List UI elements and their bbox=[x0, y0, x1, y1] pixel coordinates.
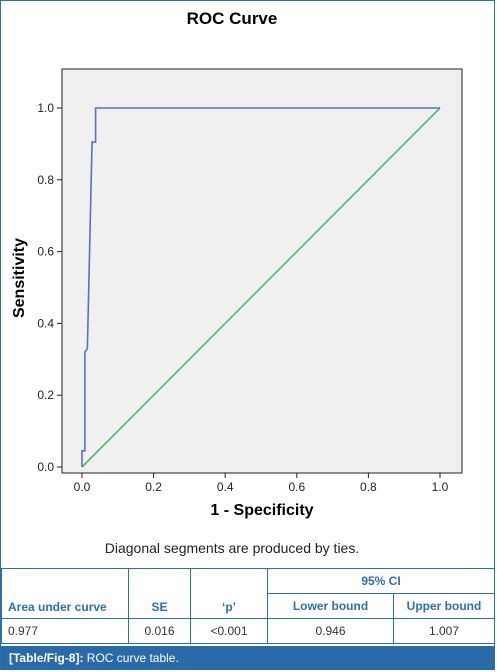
reference-diagonal-line bbox=[81, 107, 441, 468]
y-tick-label: 0.4 bbox=[37, 316, 54, 330]
table-group-header-row: Area under curve SE ‘p’ 95% CI bbox=[1, 568, 496, 619]
x-axis-label: 1 - Specificity bbox=[210, 502, 313, 519]
header-p: ‘p’ bbox=[190, 568, 268, 619]
x-tick-label: 0.6 bbox=[288, 480, 305, 494]
series-layer bbox=[81, 107, 441, 468]
roc-curve-line bbox=[81, 107, 440, 467]
y-axis-label: Sensitivity bbox=[11, 238, 28, 318]
cell-upper-bound: 1.007 bbox=[392, 618, 496, 644]
x-tick-label: 0.2 bbox=[145, 480, 162, 494]
cell-auc: 0.977 bbox=[1, 618, 129, 644]
x-tick-label: 0.0 bbox=[74, 480, 91, 494]
x-tick-label: 0.8 bbox=[360, 480, 377, 494]
axis-ticks: 0.0 0.2 0.4 0.6 0.8 1.0 0.0 0.2 0.4 0.6 0.8 1.0 bbox=[37, 101, 448, 494]
caption-text: ROC curve table. bbox=[86, 651, 179, 665]
figure-caption: [Table/Fig-8]: ROC curve table. bbox=[1, 646, 494, 670]
header-auc: Area under curve bbox=[1, 568, 129, 619]
y-tick-label: 0.0 bbox=[37, 460, 54, 474]
header-upper-bound: Upper bound bbox=[392, 593, 496, 619]
header-se: SE bbox=[128, 568, 191, 619]
chart-title: ROC Curve bbox=[187, 9, 278, 28]
table-header-row: Lower bound Upper bound bbox=[2, 593, 496, 619]
cell-se: 0.016 bbox=[128, 618, 191, 644]
cell-p: <0.001 bbox=[190, 618, 268, 644]
x-tick-label: 0.4 bbox=[217, 480, 234, 494]
header-lower-bound: Lower bound bbox=[267, 593, 394, 619]
header-ci: 95% CI bbox=[266, 568, 496, 594]
y-tick-label: 0.8 bbox=[37, 173, 54, 187]
roc-chart: ROC Curve 0.0 0.2 0.4 0.6 0.8 1.0 0.0 0.2 0.4 0.6… bbox=[11, 9, 463, 556]
caption-label: [Table/Fig-8]: bbox=[9, 651, 84, 665]
y-tick-label: 0.2 bbox=[37, 388, 54, 402]
table-row: 0.977 0.016 <0.001 0.946 1.007 bbox=[1, 618, 496, 644]
y-tick-label: 0.6 bbox=[37, 245, 54, 259]
y-tick-label: 1.0 bbox=[37, 101, 54, 115]
cell-lower-bound: 0.946 bbox=[267, 618, 394, 644]
auc-table: Area under curve SE ‘p’ 95% CI Lower bou… bbox=[1, 568, 496, 644]
chart-footnote: Diagonal segments are produced by ties. bbox=[105, 540, 359, 556]
plot-area bbox=[61, 68, 463, 474]
x-tick-label: 1.0 bbox=[432, 480, 449, 494]
